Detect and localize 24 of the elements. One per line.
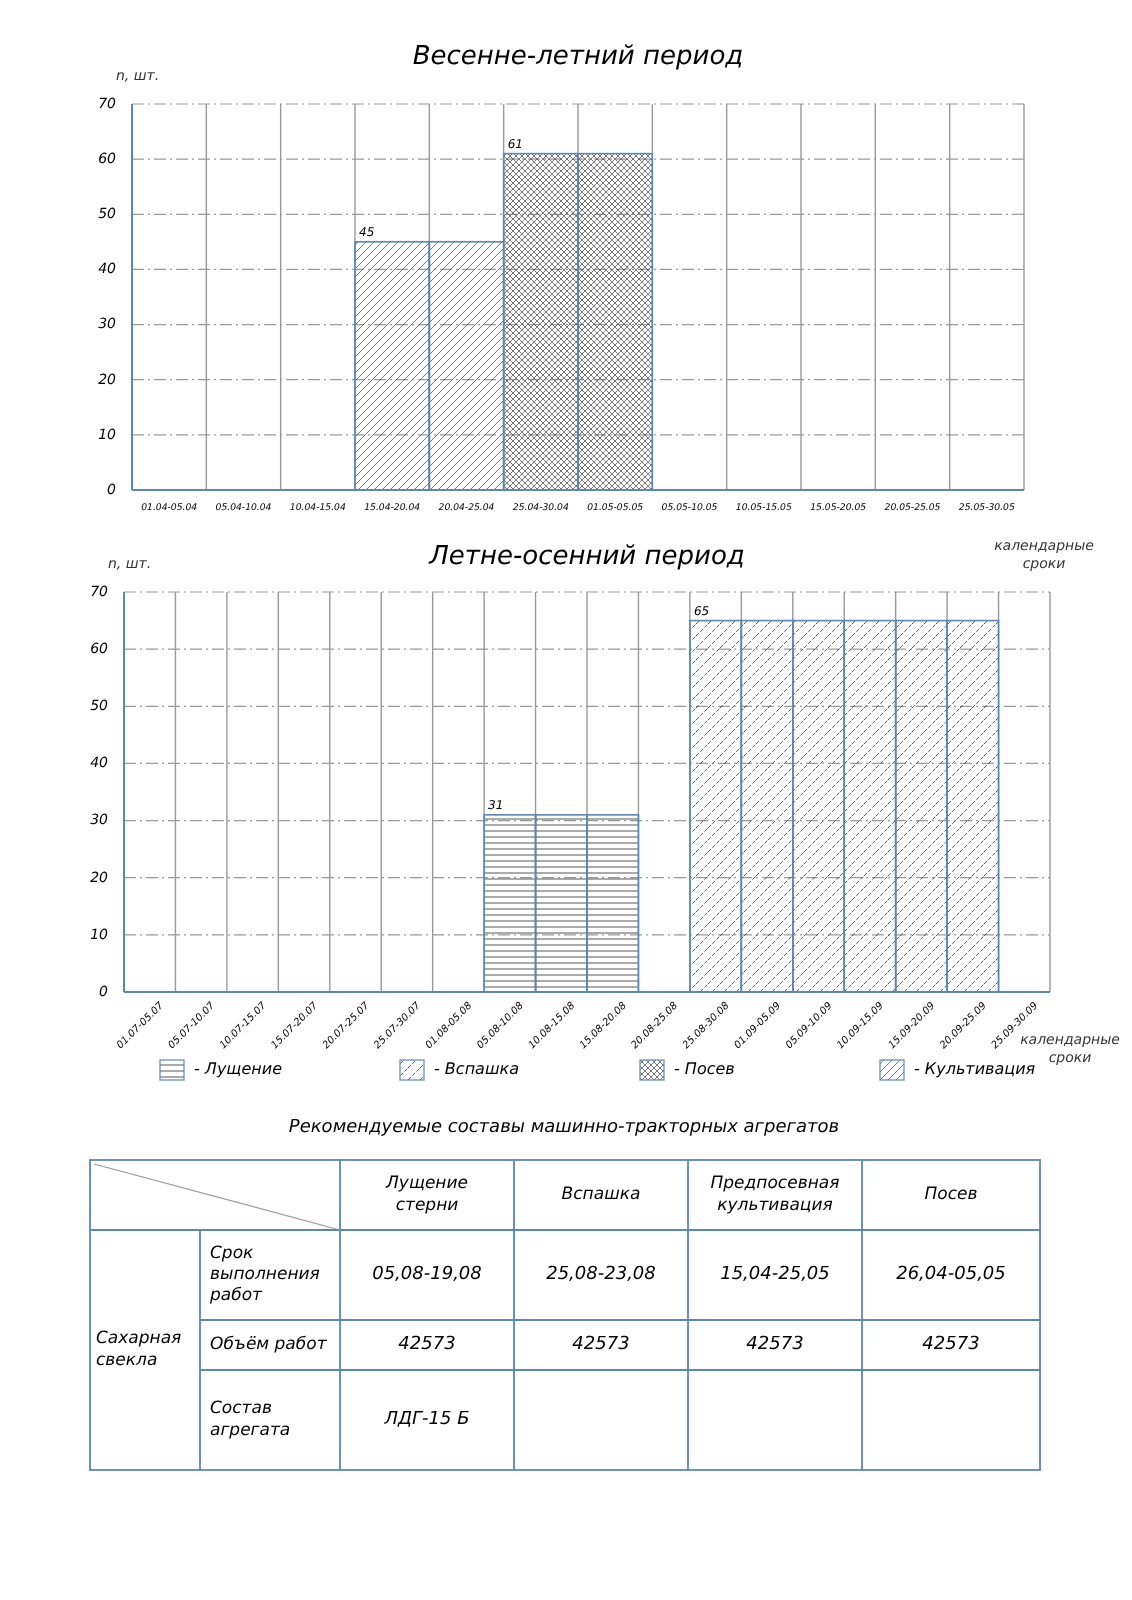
category-label: Вспашка: [561, 1185, 641, 1206]
text: Сахарная свекла: [96, 1330, 182, 1372]
text: 42573: [572, 1335, 630, 1356]
text: 05,08-19,08: [372, 1265, 482, 1286]
category-label: Посев: [924, 1185, 978, 1206]
text: 42573: [398, 1335, 456, 1356]
text: 15,04-25,05: [720, 1265, 830, 1286]
text: 25,08-23,08: [546, 1265, 656, 1286]
chart-title: Летне-осенний период: [427, 542, 745, 572]
category-label: Состав агрегата: [210, 1400, 291, 1442]
category-label: Объём работ: [210, 1335, 327, 1356]
text: 42573: [746, 1335, 804, 1356]
text: 42573: [922, 1335, 980, 1356]
text: Рекомендуемые составы машинно-тракторных агрегатов: [288, 1118, 840, 1138]
legend-label: - Посев: [674, 1060, 736, 1079]
legend-label: - Вспашка: [434, 1060, 520, 1079]
category-label: Срок выполнения работ: [210, 1244, 320, 1307]
chart-title: Весенне-летний период: [412, 42, 744, 72]
category-label: Предпосевная культивация: [710, 1175, 840, 1217]
text: ЛДГ-15 Б: [384, 1410, 470, 1431]
legend-label: - Лущение: [194, 1060, 283, 1079]
text: 26,04-05,05: [896, 1265, 1006, 1286]
category-label: Лущение стерни: [384, 1175, 468, 1217]
legend-label: - Культивация: [914, 1060, 1036, 1079]
